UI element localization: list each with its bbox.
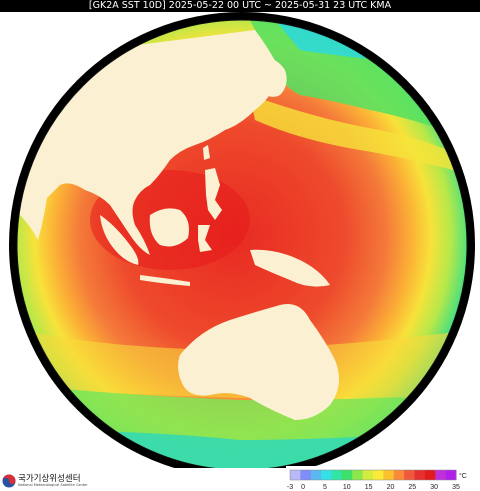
sulawesi-island <box>198 225 212 252</box>
colorbar-segment <box>352 470 364 480</box>
australia-landmass <box>178 304 339 420</box>
colorbar-tick-label: 10 <box>343 484 351 491</box>
asia-landmass <box>20 30 280 255</box>
colorbar-frame <box>289 469 457 481</box>
colorbar-segment <box>362 470 374 480</box>
colorbar-segment <box>424 470 436 480</box>
colorbar-segment <box>445 470 457 480</box>
disk-outline <box>16 19 468 468</box>
japan-island <box>262 58 287 97</box>
map-title: [GK2A SST 10D] 2025-05-22 00 UTC ~ 2025-… <box>0 0 480 12</box>
sst-full-disk-map <box>9 12 475 468</box>
new-guinea-island <box>250 249 330 287</box>
colorbar-unit-label: °C <box>459 472 467 480</box>
taiwan-island <box>203 145 210 160</box>
borneo-island <box>149 208 189 247</box>
colorbar-segment <box>331 470 343 480</box>
colorbar-tick-label: 35 <box>452 484 460 491</box>
colorbar-segment <box>435 470 447 480</box>
colorbar-segment <box>341 470 353 480</box>
java-island <box>140 275 190 286</box>
philippines-islands <box>205 168 222 220</box>
colorbar-segment <box>383 470 395 480</box>
colorbar-tick-label: 0 <box>301 484 305 491</box>
colorbar-tick-label: 15 <box>365 484 373 491</box>
colorbar-tick-label: 20 <box>387 484 395 491</box>
colorbar-tick-label: 25 <box>408 484 416 491</box>
colorbar-segment <box>300 470 312 480</box>
colorbar-segment <box>321 470 332 480</box>
colorbar-segment <box>310 470 322 480</box>
colorbar-segment <box>414 470 426 480</box>
colorbar-tick-label: 5 <box>323 484 327 491</box>
taegeuk-logo-icon <box>2 474 16 488</box>
colorbar-graphic: -3 0 5 10 15 20 25 30 35 °C <box>287 469 467 491</box>
colorbar-tick-label: -3 <box>287 484 293 491</box>
colorbar-segment <box>404 470 415 480</box>
north-pacific-yellow-band <box>250 95 467 175</box>
colorbar-segment <box>393 470 405 480</box>
colorbar-tick-label: 30 <box>430 484 438 491</box>
sst-colorbar: -3 0 5 10 15 20 25 30 35 °C <box>286 466 476 491</box>
india-landmass <box>20 170 48 240</box>
sumatra-island <box>100 215 139 265</box>
logo-korean-name: 국가기상위성센터 <box>18 474 81 484</box>
logo-english-name: National Meteorological Satellite Center <box>18 483 88 487</box>
colorbar-segment <box>373 470 384 480</box>
colorbar-segment <box>290 470 301 480</box>
nmsc-logo: 국가기상위성센터 National Meteorological Satelli… <box>2 472 112 490</box>
